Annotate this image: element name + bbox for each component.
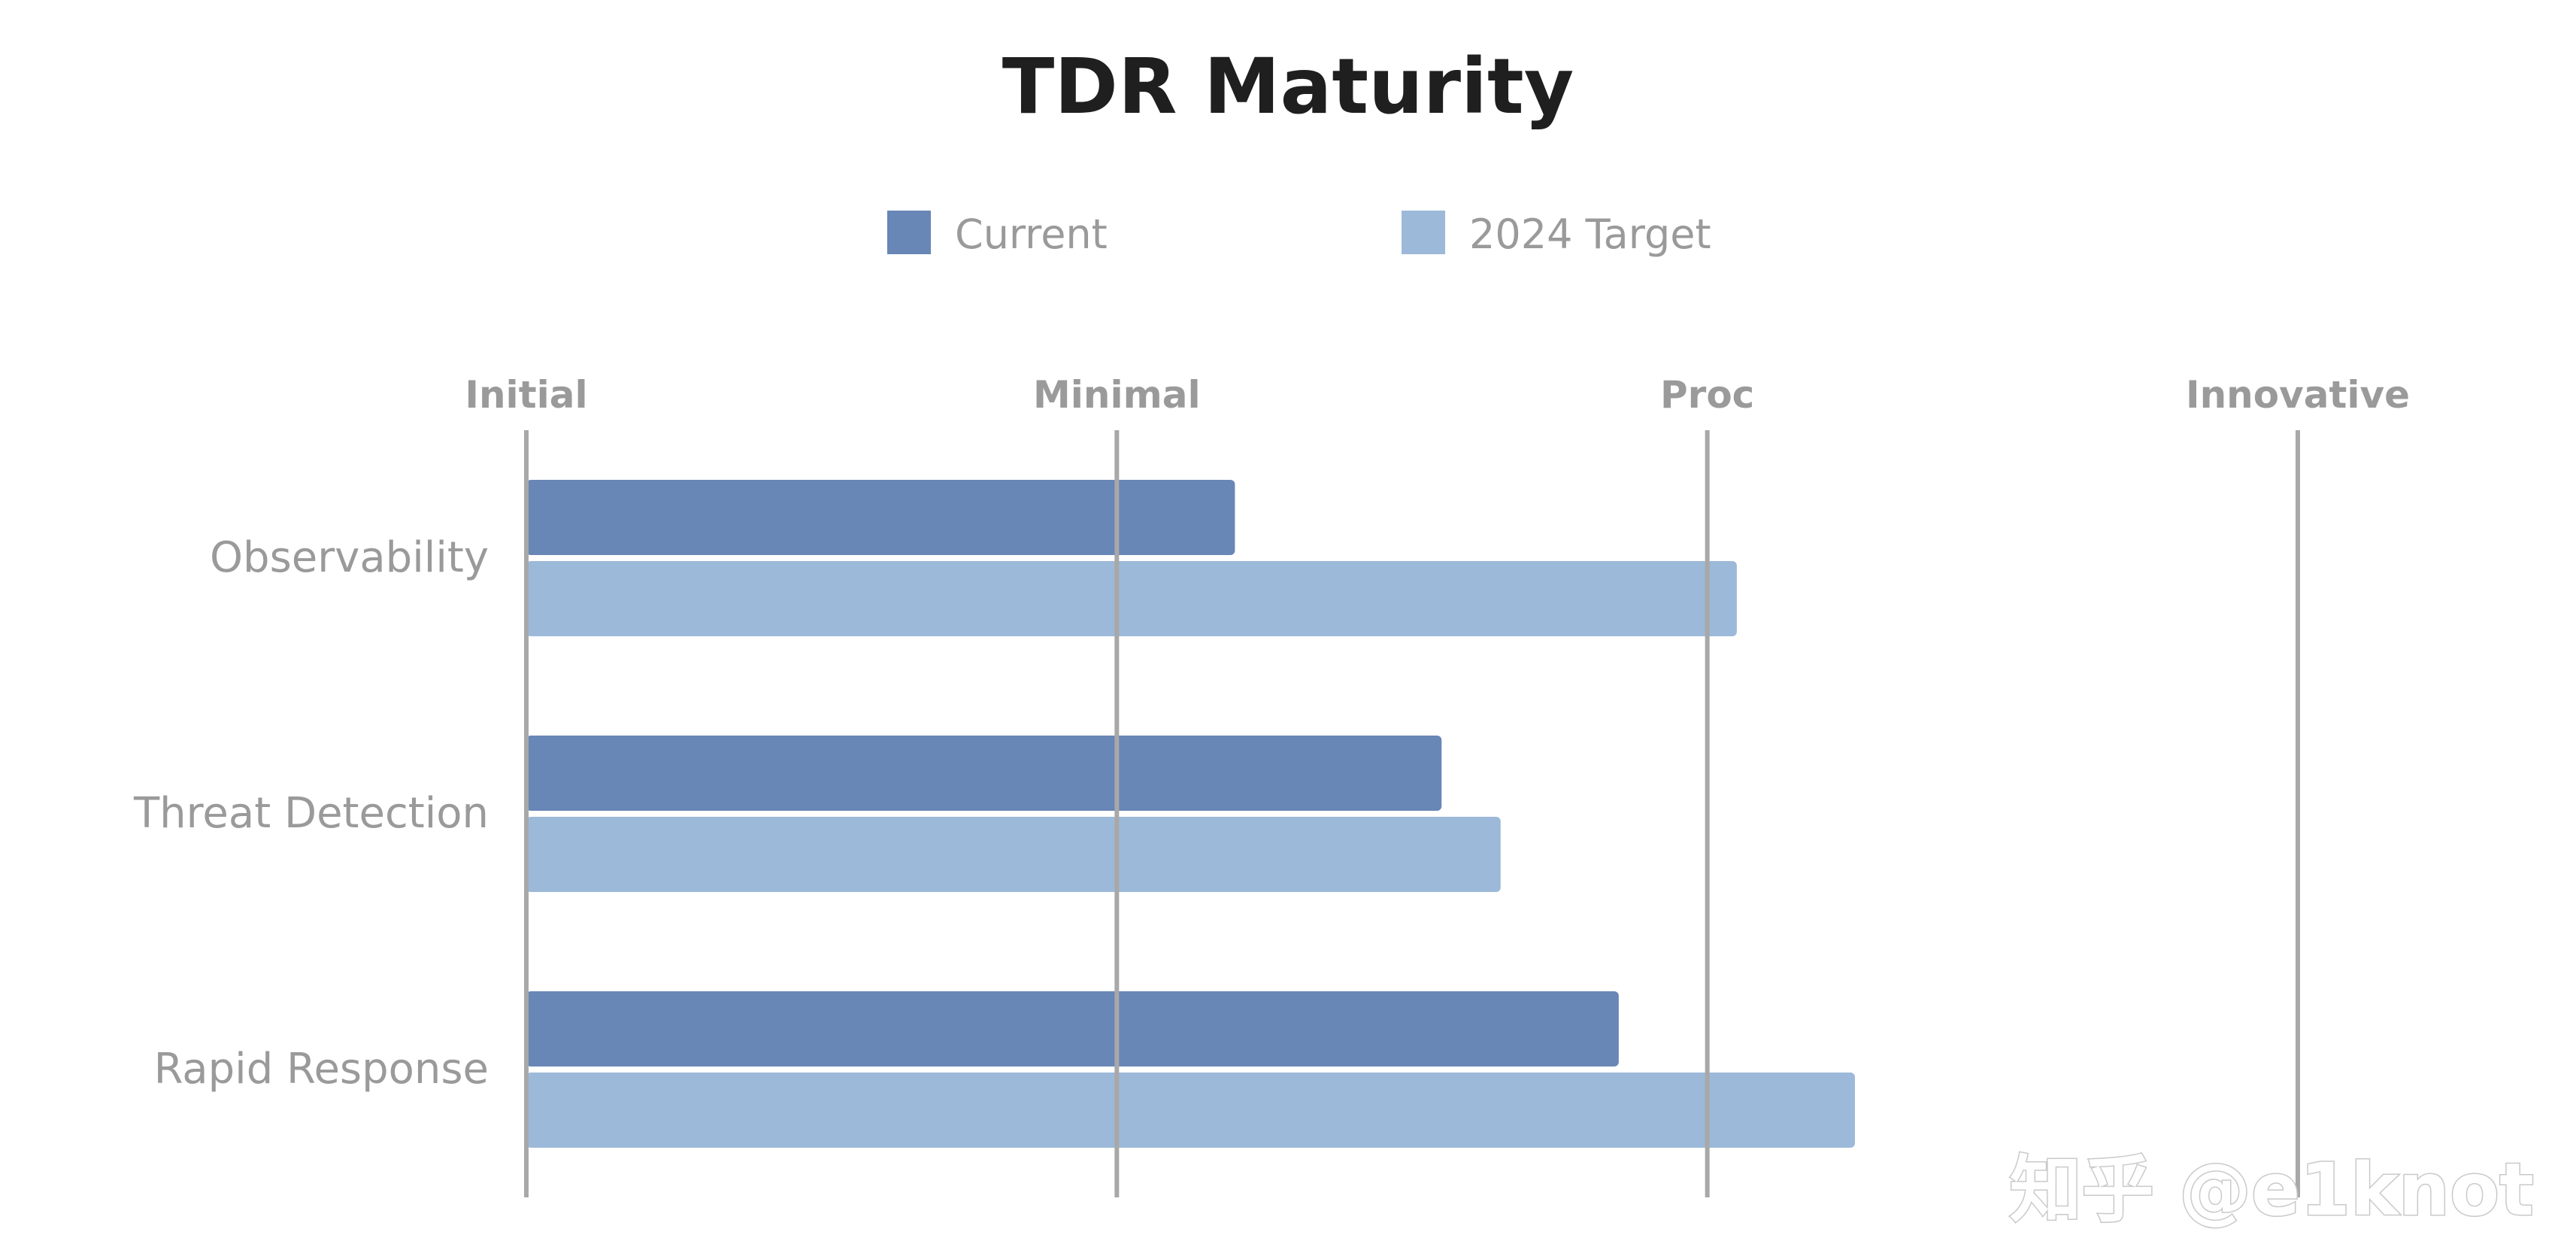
bar-threat-detection-current — [526, 736, 1442, 811]
category-label-1: Observability — [210, 533, 489, 582]
x-tick-label-3: Proc — [1660, 373, 1754, 417]
legend-label-2: 2024 Target — [1469, 211, 1711, 258]
legend-swatch-2 — [1402, 211, 1445, 254]
x-tick-label-1: Initial — [465, 373, 587, 417]
bar-observability-target — [526, 561, 1737, 636]
bar-rapid-response-target — [526, 1073, 1855, 1148]
legend: Current 2024 Target — [887, 211, 1711, 258]
x-tick-label-2: Minimal — [1033, 373, 1201, 417]
bar-threat-detection-target — [526, 817, 1501, 892]
x-tick-label-4: Innovative — [2186, 373, 2410, 417]
legend-swatch-1 — [887, 211, 931, 254]
category-label-3: Rapid Response — [154, 1045, 489, 1094]
watermark-text: 知乎 @e1knot — [2010, 1148, 2534, 1232]
legend-label-1: Current — [955, 211, 1108, 258]
category-labels: Observability Threat Detection Rapid Respo… — [133, 533, 489, 1094]
bars — [526, 480, 1855, 1148]
category-label-2: Threat Detection — [133, 789, 489, 838]
chart-title: TDR Maturity — [1002, 42, 1574, 132]
gridlines — [524, 430, 2300, 1197]
bar-rapid-response-current — [526, 991, 1619, 1066]
x-tick-labels: Initial Minimal Proc Innovative — [465, 373, 2410, 417]
bar-observability-current — [526, 480, 1235, 555]
